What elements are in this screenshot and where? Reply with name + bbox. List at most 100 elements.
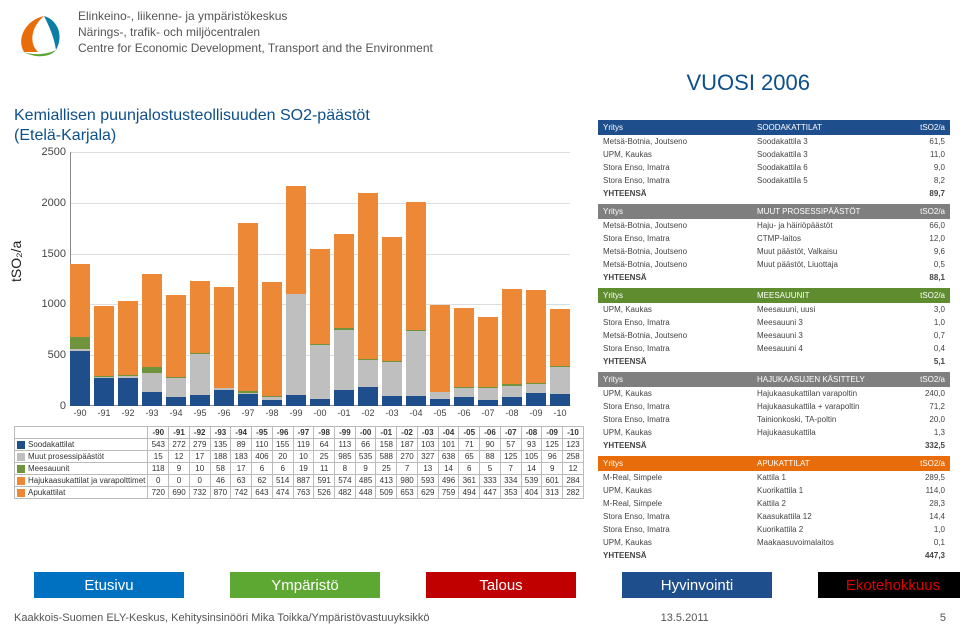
bar-column: [550, 309, 570, 406]
x-tick: -92: [118, 408, 138, 418]
bar-segment: [406, 331, 426, 396]
x-tick: -98: [262, 408, 282, 418]
bar-segment: [238, 301, 258, 391]
x-tick: -95: [190, 408, 210, 418]
bar-segment: [214, 335, 234, 387]
bar-segment: [406, 202, 426, 279]
bar-segment: [382, 362, 402, 395]
bar-segment: [142, 373, 162, 392]
bar-segment: [118, 378, 138, 406]
mini-table: YritysSOODAKATTILATtSO2/aMetsä-Botnia, J…: [598, 120, 950, 200]
nav-ympäristö[interactable]: Ympäristö: [230, 572, 380, 598]
bar-segment: [406, 279, 426, 329]
bar-segment: [382, 396, 402, 406]
nav-etusivu[interactable]: Etusivu: [34, 572, 184, 598]
y-tick: 500: [36, 349, 66, 361]
bar-column: [190, 281, 210, 406]
bar-segment: [286, 395, 306, 406]
bar-segment: [406, 396, 426, 406]
bar-segment: [430, 305, 450, 355]
bar-segment: [142, 392, 162, 406]
footer-date: 13.5.2011: [661, 612, 709, 624]
bar-segment: [94, 378, 114, 406]
bar-column: [526, 290, 546, 406]
org-line-en: Centre for Economic Development, Transpo…: [78, 40, 433, 56]
bar-column: [142, 274, 162, 406]
bar-column: [310, 249, 330, 406]
bar-segment: [526, 384, 546, 394]
bar-segment: [454, 354, 474, 388]
bar-segment: [214, 287, 234, 335]
bar-segment: [502, 386, 522, 397]
bar-segment: [526, 290, 546, 322]
bar-column: [262, 282, 282, 406]
chart-data-table: -90-91-92-93-94-95-96-97-98-99-00-01-02-…: [14, 426, 584, 499]
bar-column: [430, 305, 450, 406]
bar-segment: [358, 387, 378, 406]
bar-segment: [550, 367, 570, 393]
y-tick: 2500: [36, 146, 66, 158]
x-tick: -90: [70, 408, 90, 418]
bar-column: [454, 308, 474, 406]
x-tick: -94: [166, 408, 186, 418]
year-title: VUOSI 2006: [686, 70, 810, 96]
x-tick: -93: [142, 408, 162, 418]
x-tick: -10: [550, 408, 570, 418]
x-tick: -02: [358, 408, 378, 418]
bar-segment: [526, 393, 546, 406]
bar-column: [94, 306, 114, 406]
nav-ekotehokkuus[interactable]: Ekotehokkuus: [818, 572, 960, 598]
chart-title: Kemiallisen puunjalostusteollisuuden SO2…: [14, 106, 370, 146]
nav-talous[interactable]: Talous: [426, 572, 576, 598]
bar-column: [502, 289, 522, 406]
bar-segment: [166, 397, 186, 406]
bar-column: [382, 237, 402, 406]
bar-segment: [286, 294, 306, 394]
bar-segment: [382, 237, 402, 301]
bar-column: [358, 193, 378, 406]
x-tick: -03: [382, 408, 402, 418]
bar-column: [406, 202, 426, 406]
x-tick: -07: [478, 408, 498, 418]
bar-segment: [70, 351, 90, 406]
bar-column: [70, 264, 90, 406]
bar-segment: [502, 330, 522, 385]
bar-column: [286, 186, 306, 406]
bar-segment: [190, 395, 210, 406]
bar-segment: [214, 390, 234, 406]
bar-segment: [550, 337, 570, 366]
bar-segment: [382, 301, 402, 361]
chart-title-line2: (Etelä-Karjala): [14, 126, 370, 146]
bar-segment: [358, 360, 378, 387]
x-tick: -08: [502, 408, 522, 418]
bar-column: [238, 223, 258, 406]
bar-segment: [478, 317, 498, 353]
bar-segment: [262, 336, 282, 396]
x-tick: -01: [334, 408, 354, 418]
bar-segment: [118, 301, 138, 375]
bar-segment: [430, 355, 450, 392]
y-tick: 1500: [36, 248, 66, 260]
bar-segment: [286, 235, 306, 293]
bar-segment: [334, 330, 354, 390]
bar-segment: [166, 295, 186, 370]
x-tick: -06: [454, 408, 474, 418]
bar-segment: [310, 345, 330, 399]
y-tick: 2000: [36, 197, 66, 209]
bar-segment: [334, 286, 354, 328]
bar-segment: [238, 223, 258, 301]
mini-table: YritysMEESAUUNITtSO2/aUPM, KaukasMeesauu…: [598, 288, 950, 368]
bar-segment: [286, 186, 306, 235]
bar-segment: [262, 400, 282, 407]
footer-nav: Etusivu Ympäristö Talous Hyvinvointi Ekoteho…: [34, 572, 960, 598]
nav-hyvinvointi[interactable]: Hyvinvointi: [622, 572, 772, 598]
bar-segment: [190, 354, 210, 395]
bar-segment: [526, 322, 546, 383]
bar-segment: [454, 308, 474, 353]
bar-segment: [358, 259, 378, 359]
mini-table: YritysMUUT PROSESSIPÄÄSTÖTtSO2/aMetsä-Bo…: [598, 204, 950, 284]
bar-segment: [334, 234, 354, 286]
bar-segment: [142, 274, 162, 362]
mini-table: YritysHAJUKAASUJEN KÄSITTELYtSO2/aUPM, K…: [598, 372, 950, 452]
bars: [70, 152, 570, 406]
